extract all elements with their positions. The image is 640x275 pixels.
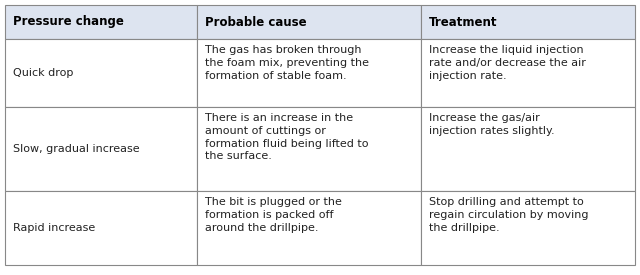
Text: Treatment: Treatment — [429, 15, 497, 29]
Bar — [197, 191, 421, 265]
Text: Increase the gas/air
injection rates slightly.: Increase the gas/air injection rates sli… — [429, 113, 555, 136]
Text: Quick drop: Quick drop — [13, 68, 74, 78]
Bar — [5, 5, 197, 39]
Text: Pressure change: Pressure change — [13, 15, 124, 29]
Text: Stop drilling and attempt to
regain circulation by moving
the drillpipe.: Stop drilling and attempt to regain circ… — [429, 197, 589, 233]
Bar — [197, 39, 421, 107]
Text: Probable cause: Probable cause — [205, 15, 307, 29]
Bar — [421, 5, 635, 39]
Bar — [421, 39, 635, 107]
Bar — [421, 191, 635, 265]
Bar — [197, 107, 421, 191]
Text: The gas has broken through
the foam mix, preventing the
formation of stable foam: The gas has broken through the foam mix,… — [205, 45, 369, 81]
Text: Rapid increase: Rapid increase — [13, 223, 95, 233]
Bar — [5, 191, 197, 265]
Bar — [5, 39, 197, 107]
Text: Increase the liquid injection
rate and/or decrease the air
injection rate.: Increase the liquid injection rate and/o… — [429, 45, 586, 81]
Bar — [197, 5, 421, 39]
Bar — [421, 107, 635, 191]
Bar — [5, 107, 197, 191]
Text: Slow, gradual increase: Slow, gradual increase — [13, 144, 140, 154]
Text: There is an increase in the
amount of cuttings or
formation fluid being lifted t: There is an increase in the amount of cu… — [205, 113, 369, 161]
Text: The bit is plugged or the
formation is packed off
around the drillpipe.: The bit is plugged or the formation is p… — [205, 197, 342, 233]
